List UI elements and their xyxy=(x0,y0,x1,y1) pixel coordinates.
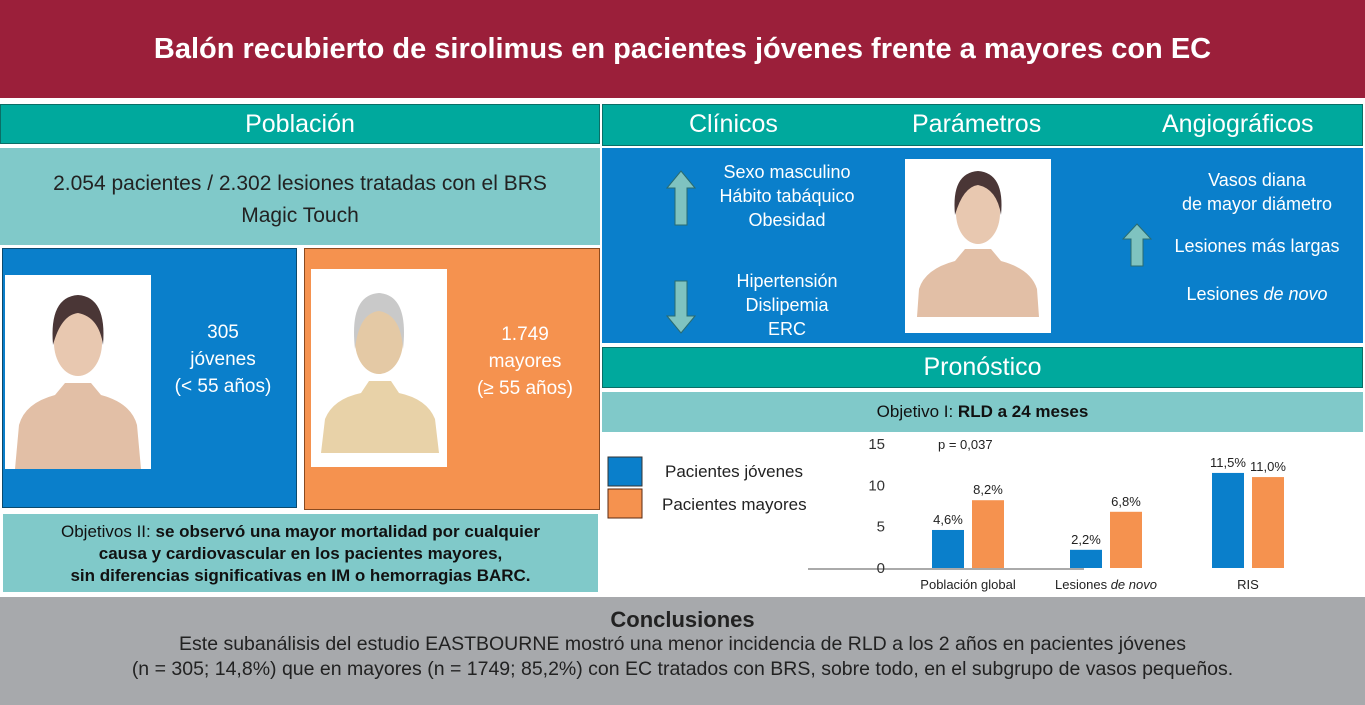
angiograficos-label: Angiográficos xyxy=(1162,110,1314,138)
data-label: 2,2% xyxy=(1071,532,1101,547)
clinicos-label: Clínicos xyxy=(689,110,778,138)
angio-item: de mayor diámetro xyxy=(1181,194,1333,214)
page-title: Balón recubierto de sirolimus en pacient… xyxy=(0,0,1365,98)
legend-young-label: Pacientes jóvenes xyxy=(665,462,803,481)
arrow-up-icon xyxy=(666,170,696,226)
young-age: (< 55 años) xyxy=(174,376,272,397)
objetivos-text1: se observó una mayor mortalidad por cual… xyxy=(155,522,540,541)
bar xyxy=(1110,511,1142,568)
conclusions-title: Conclusiones xyxy=(610,607,755,632)
data-label: 8,2% xyxy=(973,482,1003,497)
bar xyxy=(1252,477,1284,568)
poblacion-header: Población xyxy=(0,104,600,144)
category-label: Lesiones de novo xyxy=(1055,577,1157,592)
old-person-illustration xyxy=(311,269,447,467)
parametros-label: Parámetros xyxy=(912,110,1042,138)
bar-chart: Pacientes jóvenes Pacientes mayores p = … xyxy=(607,436,1286,592)
pronostico-header: Pronóstico xyxy=(602,347,1363,388)
category-label: RIS xyxy=(1237,577,1259,592)
objetivos-text3: sin diferencias significativas en IM o h… xyxy=(70,566,531,585)
bar xyxy=(1070,549,1102,568)
data-label: 6,8% xyxy=(1111,494,1141,509)
objective-text: RLD a 24 meses xyxy=(957,402,1089,421)
y-tick-label: 10 xyxy=(868,477,885,494)
old-label: mayores xyxy=(488,351,562,372)
young-count: 305 xyxy=(207,322,239,343)
y-tick-label: 15 xyxy=(868,436,885,453)
legend-old-swatch xyxy=(607,488,643,519)
angio-line4-prefix: Lesiones xyxy=(1186,284,1264,304)
y-tick-label: 5 xyxy=(877,519,885,536)
objetivos-prefix: Objetivos II: xyxy=(61,522,156,541)
old-age: (≥ 55 años) xyxy=(477,378,573,399)
young-person-illustration xyxy=(905,159,1051,333)
young-group: 305 jóvenes (< 55 años) xyxy=(2,248,297,508)
up-item: Sexo masculino xyxy=(723,162,851,182)
old-group: 1.749 mayores (≥ 55 años) xyxy=(304,248,600,510)
down-item: Hipertensión xyxy=(736,271,838,291)
bar xyxy=(972,500,1004,568)
angio-item: Lesiones más largas xyxy=(1174,236,1340,256)
legend-young-swatch xyxy=(607,456,643,487)
down-item: Dislipemia xyxy=(745,295,829,315)
young-person-illustration xyxy=(5,275,151,469)
objetivos-text2: causa y cardiovascular en los pacientes … xyxy=(98,544,503,563)
summary-line2: Magic Touch xyxy=(241,204,359,227)
angio-item: Lesiones de novo xyxy=(1157,282,1357,306)
angio-line4-italic: de novo xyxy=(1263,284,1328,304)
secondary-objectives: Objetivos II: se observó una mayor morta… xyxy=(3,514,598,592)
parametros-panel: Sexo masculino Hábito tabáquico Obesidad… xyxy=(602,148,1363,343)
category-label: Población global xyxy=(920,577,1016,592)
p-value-annotation: p = 0,037 xyxy=(938,437,993,452)
legend-old-label: Pacientes mayores xyxy=(662,495,807,514)
down-item: ERC xyxy=(767,319,806,339)
conclusions-line1: Este subanálisis del estudio EASTBOURNE … xyxy=(179,633,1186,655)
data-label: 4,6% xyxy=(933,512,963,527)
primary-objective: Objetivo I: RLD a 24 meses xyxy=(602,392,1363,432)
angio-item: Vasos diana xyxy=(1208,170,1306,190)
conclusions-panel: Conclusiones Este subanálisis del estudi… xyxy=(0,597,1365,705)
data-label: 11,5% xyxy=(1210,455,1246,470)
bar xyxy=(1212,472,1244,568)
data-label: 11,0% xyxy=(1250,459,1286,474)
population-summary: 2.054 pacientes / 2.302 lesiones tratada… xyxy=(0,148,600,245)
objective-prefix: Objetivo I: xyxy=(876,402,958,421)
up-item: Obesidad xyxy=(748,210,826,230)
conclusions-line2: (n = 305; 14,8%) que en mayores (n = 174… xyxy=(131,658,1234,680)
old-count: 1.749 xyxy=(501,324,549,345)
up-item: Hábito tabáquico xyxy=(719,186,855,206)
bar xyxy=(932,529,964,568)
y-tick-label: 0 xyxy=(877,560,885,577)
arrow-up-icon xyxy=(1122,223,1152,267)
arrow-down-icon xyxy=(666,280,696,334)
summary-line1: 2.054 pacientes / 2.302 lesiones tratada… xyxy=(53,172,547,195)
parametros-header: Clínicos Parámetros Angiográficos xyxy=(602,104,1363,146)
young-label: jóvenes xyxy=(190,349,256,370)
